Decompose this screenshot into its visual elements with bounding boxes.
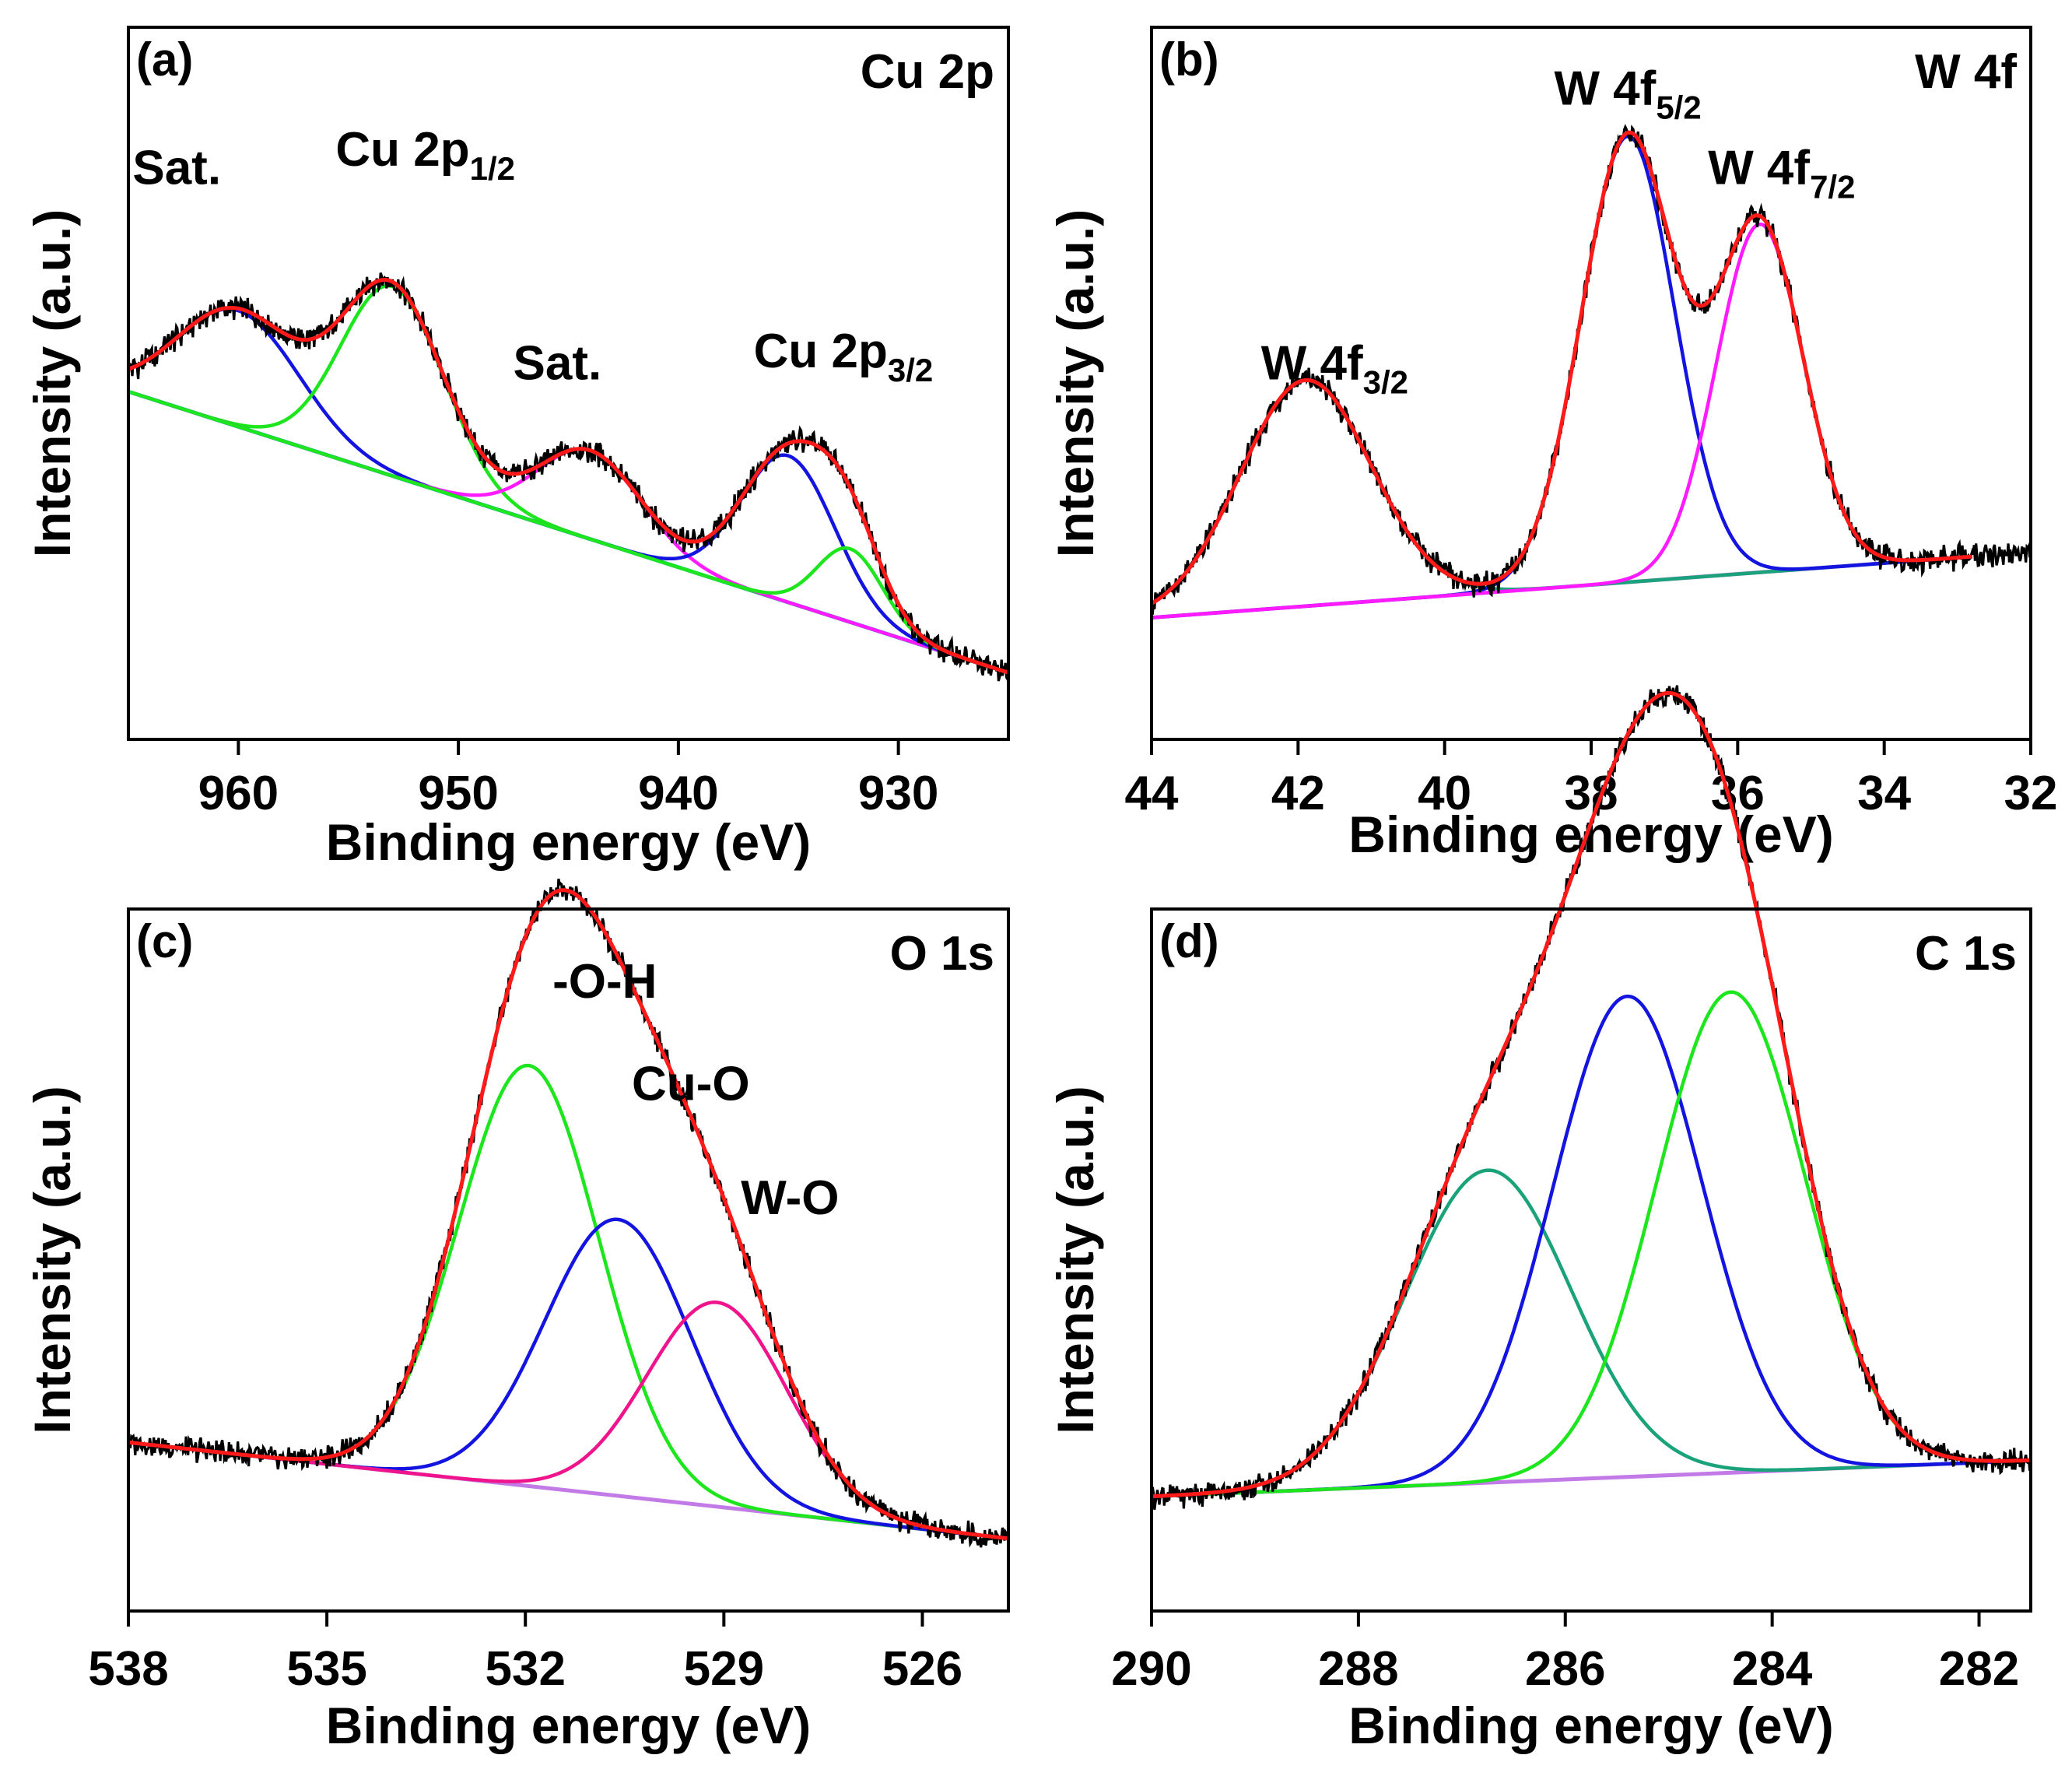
peak-annotation: Sat.: [514, 337, 602, 391]
peak-annotation-text: W-O: [741, 1171, 839, 1225]
x-tick-label: 950: [418, 767, 498, 820]
peak-annotation-text: W 4f: [1261, 337, 1363, 391]
peak-annotation: Cu-O: [632, 1057, 750, 1111]
peak-annotation: W 4f7/2: [1708, 141, 1855, 205]
x-tick-label: 529: [684, 1642, 764, 1696]
y-axis-label: Intensity (a.u.): [23, 209, 81, 557]
x-tick-label: 288: [1318, 1642, 1398, 1696]
x-tick-label: 34: [1857, 767, 1911, 820]
plot-frame: [1150, 907, 2032, 1613]
x-axis-label: Binding energy (eV): [1348, 806, 1833, 863]
x-tick-label: 44: [1125, 767, 1179, 820]
x-tick-label: 532: [485, 1642, 565, 1696]
x-tick-label: 960: [198, 767, 279, 820]
envelope-fit-line: [128, 277, 1009, 675]
y-axis-label: Intensity (a.u.): [1047, 209, 1104, 557]
plot-frame: [127, 26, 1010, 741]
x-tick-label: 290: [1111, 1642, 1191, 1696]
y-axis-label: Intensity (a.u.): [1047, 1086, 1104, 1434]
peak-annotation: Cu 2p3/2: [754, 325, 934, 388]
peak-annotation-text: W 4f: [1554, 61, 1656, 115]
envelope-fit-line: [1150, 130, 1972, 605]
x-tick-label: 282: [1939, 1642, 2019, 1696]
x-tick-label: 535: [286, 1642, 366, 1696]
x-tick-label: 32: [2004, 767, 2058, 820]
peak-annotation: Sat.: [132, 141, 221, 195]
x-tick-label: 286: [1525, 1642, 1605, 1696]
x-tick-label: 930: [858, 767, 938, 820]
peak-annotation-text: Cu 2p: [335, 123, 469, 177]
panel-title: W 4f: [1915, 45, 2017, 99]
x-tick-label: 42: [1271, 767, 1325, 820]
panel-label: (c): [136, 915, 193, 967]
peak-annotation-text: Cu 2p: [754, 325, 888, 378]
peak-annotation-text: Sat.: [132, 141, 221, 195]
envelope-fit-line: [1151, 690, 2032, 1499]
x-axis-label: Binding energy (eV): [326, 1697, 811, 1754]
peak-annotation: W 4f5/2: [1554, 61, 1701, 125]
peak-annotation: Cu 2p1/2: [335, 123, 515, 187]
peak-annotation: W 4f3/2: [1261, 337, 1408, 401]
panel-label: (a): [136, 33, 193, 86]
peak-annotation-subscript: 3/2: [1363, 364, 1408, 401]
peak-annotation-subscript: 7/2: [1810, 168, 1855, 205]
y-axis-label: Intensity (a.u.): [23, 1086, 81, 1434]
panel-a: 960 950 940 930 Binding energy (eV) Intensity…: [23, 26, 1010, 871]
plot-frame: [127, 907, 1010, 1613]
x-tick-label: 940: [638, 767, 718, 820]
peak-fit-4: [128, 390, 1009, 675]
peak-annotation-text: Sat.: [514, 337, 602, 391]
x-axis-label: Binding energy (eV): [326, 813, 811, 871]
peak-annotation-text: -O-H: [552, 955, 657, 1009]
x-tick-label: 40: [1418, 767, 1471, 820]
x-tick-label: 36: [1711, 767, 1765, 820]
panel-label: (b): [1159, 33, 1219, 86]
peak-annotation-text: Cu-O: [632, 1057, 750, 1111]
panel-title: O 1s: [890, 927, 994, 981]
panel-title: Cu 2p: [861, 45, 994, 99]
panel-label: (d): [1159, 915, 1219, 967]
envelope-fit-line: [128, 888, 1009, 1541]
x-tick-label: 284: [1732, 1642, 1813, 1696]
peak-annotation-subscript: 5/2: [1656, 89, 1701, 125]
peak-annotation: W-O: [741, 1171, 839, 1225]
peak-annotation-subscript: 1/2: [470, 150, 515, 187]
peak-annotation-subscript: 3/2: [888, 352, 933, 388]
peak-annotation-text: W 4f: [1708, 141, 1810, 195]
panel-d: 290 288 286 284 282 Binding energy (eV) Intens…: [1047, 685, 2032, 1754]
panel-title: C 1s: [1915, 927, 2017, 981]
x-axis-label: Binding energy (eV): [1348, 1697, 1833, 1754]
peak-fit-0: [1151, 1168, 2032, 1498]
x-tick-label: 538: [88, 1642, 168, 1696]
peak-annotation: -O-H: [552, 955, 657, 1009]
panel-c: 538 535 532 529 526 Binding energy (eV) Intens…: [23, 878, 1010, 1754]
x-tick-label: 526: [882, 1642, 962, 1696]
